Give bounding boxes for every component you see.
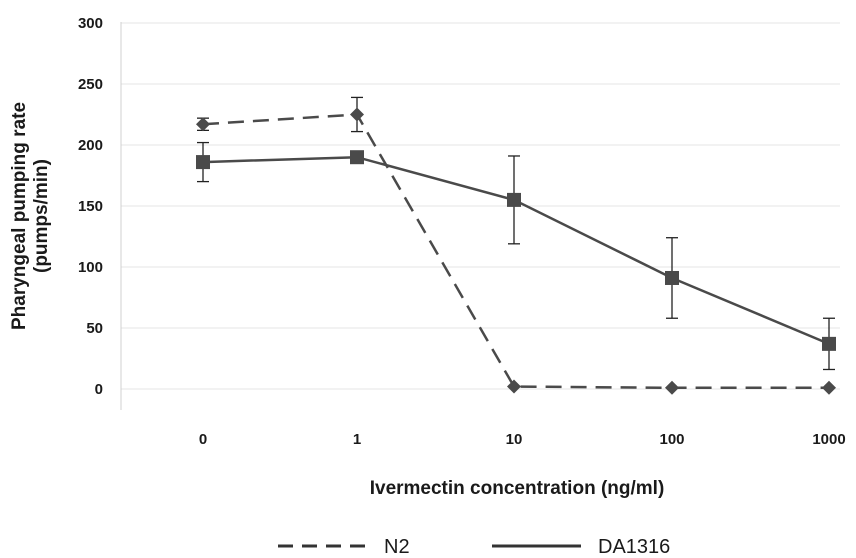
point-da1316-3 — [665, 270, 679, 285]
x-axis-title: Ivermectin concentration (ng/ml) — [370, 478, 665, 499]
y-axis-ticks: 0 50 100 150 200 250 300 — [78, 15, 103, 398]
y-tick-label-1: 50 — [86, 320, 103, 337]
point-n2-1 — [350, 107, 364, 122]
legend: N2 DA1316 — [278, 536, 670, 558]
series-n2 — [196, 96, 836, 395]
x-tick-label-2: 10 — [506, 431, 523, 448]
y-axis-title-line-1: Pharyngeal pumping rate — [9, 102, 30, 330]
series-da1316 — [196, 141, 836, 371]
point-da1316-2 — [507, 192, 521, 207]
x-tick-label-3: 100 — [659, 431, 684, 448]
grid-lines — [121, 22, 840, 390]
y-tick-label-5: 250 — [78, 76, 103, 93]
x-tick-label-4: 1000 — [812, 431, 845, 448]
series-layer — [196, 96, 836, 395]
point-da1316-4 — [822, 336, 836, 351]
y-tick-label-4: 200 — [78, 137, 103, 154]
point-da1316-1 — [350, 150, 364, 165]
x-tick-label-0: 0 — [199, 431, 207, 448]
legend-label-n2: N2 — [384, 536, 410, 558]
point-da1316-0 — [196, 155, 210, 170]
point-n2-3 — [665, 380, 679, 395]
y-tick-label-6: 300 — [78, 15, 103, 32]
point-n2-0 — [196, 117, 210, 132]
y-tick-label-2: 100 — [78, 259, 103, 276]
point-n2-4 — [822, 380, 836, 395]
y-axis-title: Pharyngeal pumping rate (pumps/min) — [9, 102, 52, 330]
y-axis-title-line-2: (pumps/min) — [31, 159, 52, 273]
legend-label-da1316: DA1316 — [598, 536, 670, 558]
series-line-da1316 — [202, 155, 830, 346]
y-tick-label-3: 150 — [78, 198, 103, 215]
x-tick-label-1: 1 — [353, 431, 361, 448]
x-axis-ticks: 0 1 10 100 1000 — [199, 431, 846, 448]
series-line-n2 — [202, 113, 829, 390]
point-n2-2 — [507, 379, 521, 394]
y-tick-label-0: 0 — [95, 381, 103, 398]
